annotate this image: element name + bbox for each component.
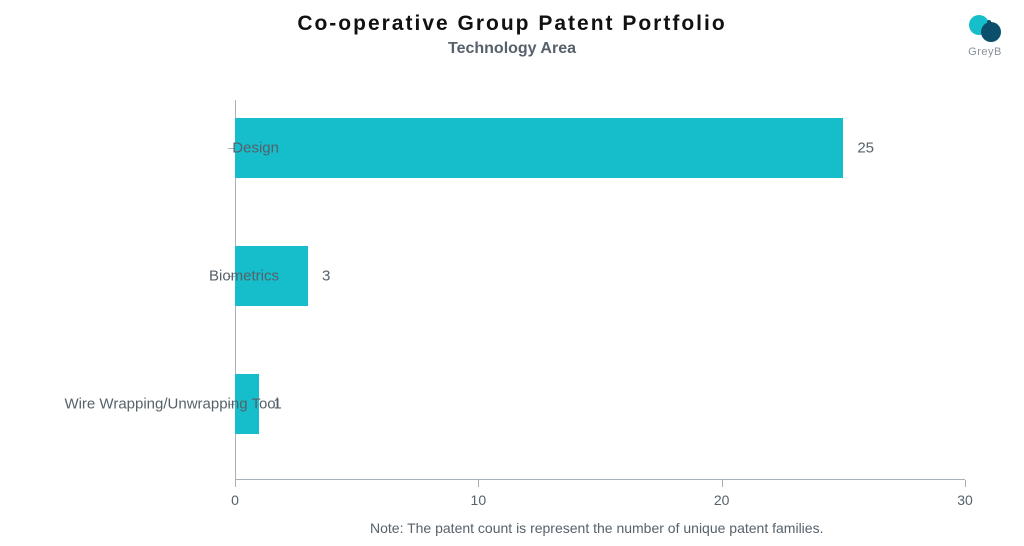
x-tick xyxy=(722,480,723,487)
bar-row: 25 xyxy=(235,118,965,178)
chart-title: Co-operative Group Patent Portfolio xyxy=(0,0,1024,36)
bar-row: 3 xyxy=(235,246,965,306)
category-label: Design xyxy=(232,140,279,157)
x-tick-label: 0 xyxy=(231,492,239,508)
category-label: Wire Wrapping/Unwrapping Tool xyxy=(64,396,279,413)
brand-logo: GreyB xyxy=(968,14,1002,58)
bar xyxy=(235,118,843,178)
plot-area: 2531 0102030 xyxy=(235,100,965,480)
x-tick-label: 20 xyxy=(714,492,730,508)
bar-row: 1 xyxy=(235,374,965,434)
category-label: Biometrics xyxy=(209,268,279,285)
logo-text: GreyB xyxy=(968,46,1002,58)
chart-note: Note: The patent count is represent the … xyxy=(370,520,823,536)
x-tick xyxy=(235,480,236,487)
x-tick xyxy=(965,480,966,487)
chart-container: Co-operative Group Patent Portfolio Tech… xyxy=(0,0,1024,546)
bar-value-label: 25 xyxy=(857,140,874,157)
x-tick xyxy=(478,480,479,487)
logo-icon xyxy=(968,14,1002,44)
bar-value-label: 3 xyxy=(322,268,330,285)
x-tick-label: 30 xyxy=(957,492,973,508)
x-tick-label: 10 xyxy=(471,492,487,508)
bars-group: 25 3 1 xyxy=(235,100,965,480)
chart-subtitle: Technology Area xyxy=(0,40,1024,58)
